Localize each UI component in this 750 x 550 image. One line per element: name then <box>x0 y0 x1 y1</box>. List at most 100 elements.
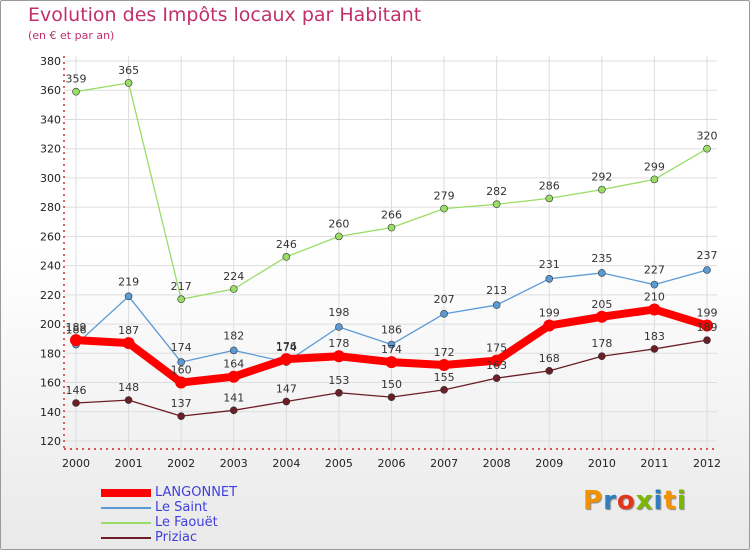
data-point <box>280 353 293 366</box>
data-label: 359 <box>66 73 87 86</box>
grid-lines <box>64 56 717 449</box>
data-label: 199 <box>539 307 560 320</box>
data-label: 189 <box>66 321 87 334</box>
x-tick-label: 2009 <box>535 457 563 470</box>
y-tick-label: 360 <box>40 84 61 97</box>
legend-item: LANGONNET <box>101 485 341 501</box>
data-point <box>72 399 80 407</box>
data-label: 213 <box>486 284 507 297</box>
legend-item: Le Faouët <box>101 515 341 531</box>
data-point <box>701 319 713 332</box>
x-tick-label: 2007 <box>430 457 458 470</box>
data-label: 147 <box>276 383 297 396</box>
data-label: 224 <box>223 270 244 283</box>
data-point <box>440 204 448 213</box>
legend-swatch <box>101 522 151 524</box>
data-point <box>387 223 396 232</box>
data-label: 210 <box>644 290 665 303</box>
data-label: 231 <box>539 258 560 271</box>
data-label: 266 <box>381 209 402 222</box>
legend-label: LANGONNET <box>155 485 238 500</box>
data-label: 187 <box>118 324 139 337</box>
x-tick-label: 2000 <box>62 457 90 470</box>
data-label: 279 <box>434 190 455 203</box>
data-point <box>335 323 343 331</box>
data-point <box>650 175 659 184</box>
x-tick-label: 2010 <box>588 457 616 470</box>
data-label: 292 <box>591 171 612 184</box>
data-label: 182 <box>223 329 244 342</box>
data-point <box>492 374 501 382</box>
chart-subtitle: (en € et par an) <box>28 29 115 42</box>
data-label: 183 <box>644 330 665 343</box>
data-label: 260 <box>328 217 349 230</box>
data-label: 175 <box>486 342 507 355</box>
data-label: 178 <box>591 337 612 350</box>
data-point <box>70 334 82 347</box>
x-tick-label: 2011 <box>640 457 668 470</box>
x-tick-label: 2003 <box>220 457 248 470</box>
axes: 120 140 160 180 200 220 240 260 280 300 320 340 360 3… <box>40 55 721 470</box>
data-label: 227 <box>644 264 665 277</box>
y-tick-label: 300 <box>40 172 61 185</box>
legend-item: Le Saint <box>101 500 341 516</box>
data-label: 146 <box>66 384 87 397</box>
data-point <box>124 292 133 301</box>
data-label: 282 <box>486 185 507 198</box>
data-label: 163 <box>486 359 507 372</box>
data-point <box>229 285 238 293</box>
data-label: 174 <box>171 341 192 354</box>
y-tick-label: 140 <box>40 406 61 419</box>
y-tick-label: 220 <box>40 289 61 302</box>
data-point <box>332 350 345 363</box>
data-point <box>703 266 711 274</box>
data-point <box>385 356 398 369</box>
data-point <box>598 269 606 277</box>
y-tick-label: 180 <box>40 347 61 360</box>
data-label: 235 <box>591 252 612 265</box>
y-tick-label: 120 <box>40 435 61 448</box>
data-point <box>595 310 608 323</box>
data-label: 160 <box>171 364 192 377</box>
x-tick-label: 2012 <box>693 457 721 470</box>
data-label: 189 <box>697 321 718 334</box>
data-label: 237 <box>697 249 718 262</box>
data-label: 205 <box>591 298 612 311</box>
data-point <box>438 359 451 371</box>
legend-item: Priziac <box>101 530 341 546</box>
data-label: 155 <box>434 371 455 384</box>
data-point <box>177 412 185 420</box>
data-label: 199 <box>697 307 718 320</box>
data-label: 299 <box>644 160 665 173</box>
x-tick-label: 2006 <box>378 457 406 470</box>
data-label: 186 <box>381 324 402 337</box>
data-point <box>598 185 606 194</box>
data-point <box>650 280 659 289</box>
y-tick-label: 260 <box>40 230 61 243</box>
data-point <box>648 303 661 316</box>
data-point <box>387 393 396 401</box>
data-point <box>124 79 133 87</box>
x-tick-label: 2004 <box>272 457 300 470</box>
data-label: 148 <box>118 381 139 394</box>
data-point <box>229 346 238 355</box>
y-tick-label: 200 <box>40 318 61 331</box>
data-point <box>177 295 185 304</box>
data-point <box>545 194 554 203</box>
data-label: 365 <box>118 64 139 77</box>
data-point <box>177 358 185 366</box>
x-tick-label: 2008 <box>483 457 511 470</box>
data-label: 137 <box>171 397 192 410</box>
y-tick-label: 340 <box>40 113 61 126</box>
data-label: 174 <box>381 343 402 356</box>
data-point <box>72 87 80 96</box>
data-point <box>545 367 554 375</box>
data-point <box>598 352 606 361</box>
y-tick-label: 240 <box>40 260 61 273</box>
data-point <box>543 319 556 332</box>
y-tick-label: 320 <box>40 143 61 156</box>
data-label: 198 <box>328 306 349 319</box>
